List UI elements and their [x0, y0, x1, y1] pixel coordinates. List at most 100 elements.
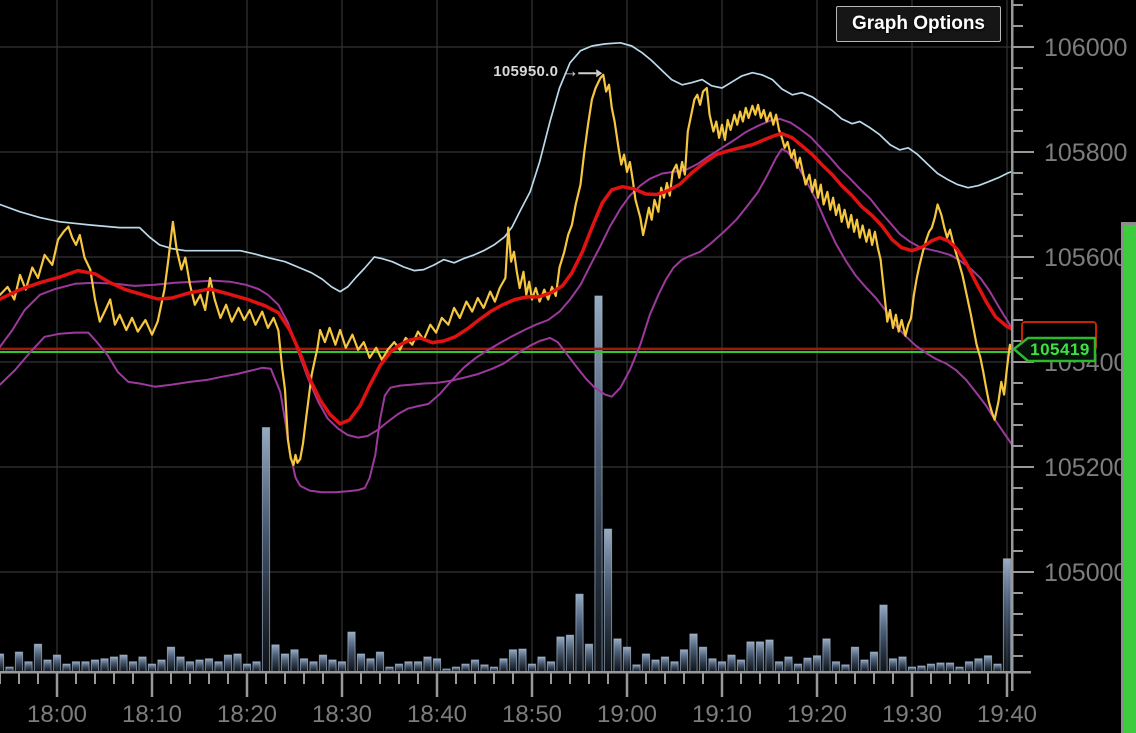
x-axis-label: 19:00 — [597, 701, 657, 728]
volume-bar — [328, 659, 337, 673]
volume-bar — [565, 634, 575, 673]
volume-bar — [698, 646, 708, 673]
volume-bar — [375, 651, 385, 673]
volume-bar — [119, 654, 128, 673]
volume-bar — [24, 661, 33, 673]
volume-bar — [632, 664, 641, 673]
x-axis-label: 19:20 — [787, 701, 847, 728]
y-axis-label: 105000 — [1044, 559, 1127, 587]
volume-bar — [204, 658, 214, 673]
volume-bar — [109, 656, 119, 673]
volume-bar — [195, 659, 204, 673]
volume-bar — [242, 663, 252, 673]
volume-bar — [252, 661, 261, 673]
y-axis-label: 105200 — [1044, 454, 1127, 482]
volume-bar — [689, 633, 698, 673]
volume-bar — [793, 663, 803, 673]
volume-bar — [727, 654, 736, 673]
volume-bar — [176, 656, 185, 673]
y-axis-line — [1011, 0, 1014, 691]
volume-bar — [347, 631, 356, 673]
volume-bar — [660, 656, 670, 673]
volume-bar — [651, 659, 660, 673]
volume-bar — [879, 604, 888, 673]
volume-bar — [14, 651, 24, 673]
graph-options-button[interactable]: Graph Options — [836, 6, 1001, 42]
series-price — [0, 73, 1013, 466]
volume-bar — [62, 663, 71, 673]
volume-bar — [138, 656, 147, 673]
volume-bar — [233, 653, 242, 673]
volume-bar — [603, 528, 613, 673]
x-axis-label: 19:40 — [977, 701, 1037, 728]
volume-bar — [993, 663, 1002, 673]
x-axis-label: 18:00 — [27, 701, 87, 728]
volume-bar — [841, 664, 850, 673]
volume-bar — [461, 663, 470, 673]
volume-bar — [223, 654, 233, 673]
volume-bar — [812, 655, 822, 673]
annotation-value: 105950.0 — [493, 63, 559, 81]
last-price-value: 105419 — [1030, 340, 1090, 359]
volume-bar — [33, 643, 43, 673]
order-book-depth-bar — [1121, 222, 1136, 733]
volume-bar — [765, 639, 774, 673]
volume-bar — [575, 593, 584, 673]
volume-bar — [831, 661, 841, 673]
volume-bar — [394, 663, 404, 673]
series-high_band — [0, 41, 1013, 293]
volume-bar — [622, 646, 632, 673]
volume-bar — [850, 646, 860, 673]
volume-bar — [584, 643, 594, 673]
y-axis-label: 105600 — [1044, 244, 1127, 272]
x-axis-label: 18:20 — [217, 701, 277, 728]
volume-bar — [546, 661, 556, 673]
volume-bar — [518, 648, 527, 673]
volume-bar — [71, 661, 81, 673]
annotation-arrow-head — [596, 69, 603, 78]
series-band_upper — [0, 117, 1013, 439]
volume-bar — [499, 658, 508, 673]
volume-bar — [1002, 558, 1012, 673]
volume-bar — [537, 656, 546, 673]
x-axis-label: 18:40 — [407, 701, 467, 728]
volume-bar — [860, 659, 869, 673]
volume-bar — [157, 659, 166, 673]
volume-bar — [470, 659, 480, 673]
volume-bar — [670, 661, 679, 673]
volume-bar — [404, 661, 413, 673]
volume-bar — [432, 658, 442, 673]
volume-bar — [81, 661, 90, 673]
volume-bar — [736, 659, 746, 673]
volume-bar — [166, 646, 176, 673]
volume-bar — [43, 659, 52, 673]
volume-bar — [679, 649, 689, 673]
volume-bar — [261, 427, 271, 673]
volume-bar — [356, 653, 366, 673]
volume-bar — [337, 661, 347, 673]
volume-bar — [803, 657, 812, 673]
volume-bar — [214, 661, 223, 673]
volume-bar — [708, 658, 717, 673]
volume-bar — [413, 661, 423, 673]
volume-bar — [898, 656, 907, 673]
volume-bar — [128, 661, 138, 673]
last-price-tag: 105419 — [1012, 335, 1098, 364]
volume-bar — [52, 654, 62, 673]
volume-bar — [717, 661, 727, 673]
volume-bar — [936, 662, 945, 673]
volume-bar — [974, 658, 983, 673]
volume-bar — [641, 653, 651, 673]
volume-bar — [755, 641, 765, 673]
volume-bar — [888, 658, 898, 673]
volume-bar — [508, 649, 518, 673]
x-axis-label: 18:50 — [502, 701, 562, 728]
volume-bar — [423, 656, 432, 673]
volume-bar — [0, 653, 5, 673]
y-axis-label: 106000 — [1044, 34, 1127, 62]
volume-bar — [774, 661, 784, 673]
x-axis-label: 18:30 — [312, 701, 372, 728]
volume-bar — [318, 654, 328, 673]
